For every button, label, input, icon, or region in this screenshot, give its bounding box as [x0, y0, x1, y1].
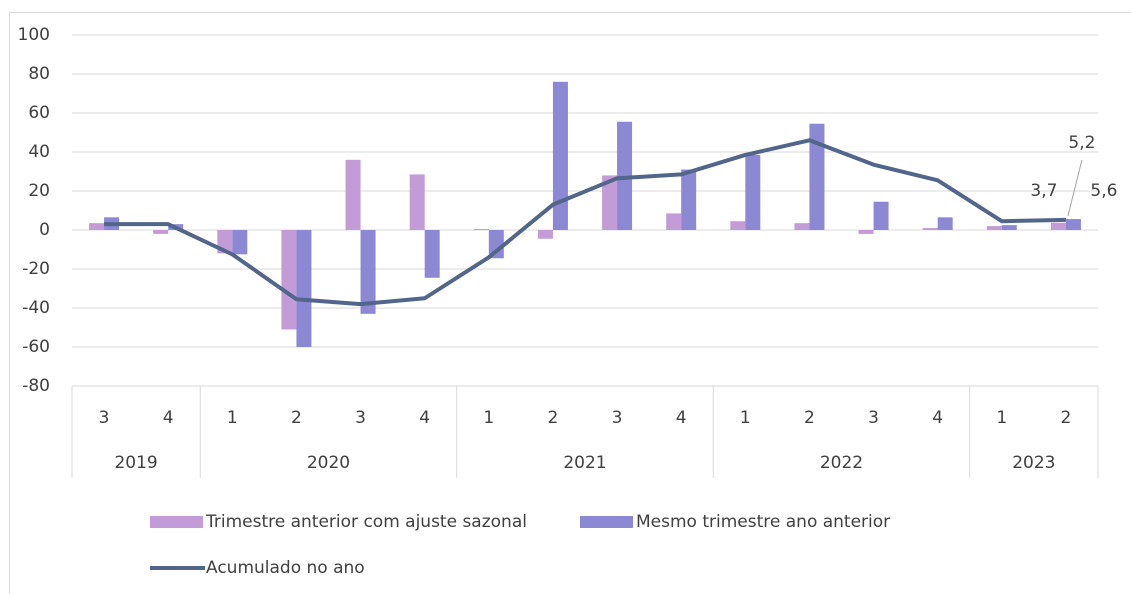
bar: [873, 201, 889, 230]
x-tick-label: 3: [355, 408, 366, 428]
x-tick-label: 1: [227, 408, 238, 428]
bar: [922, 228, 938, 230]
y-tick-label: 60: [28, 103, 50, 123]
bar: [937, 217, 953, 230]
bar: [1001, 225, 1017, 230]
chart-border: [9, 12, 1131, 594]
bar: [153, 230, 169, 234]
value-label: 3,7: [1030, 181, 1057, 201]
bar: [345, 159, 361, 230]
group-label: 2020: [307, 453, 350, 473]
bar: [409, 174, 425, 230]
x-tick-label: 3: [868, 408, 879, 428]
group-label: 2019: [114, 453, 157, 473]
x-tick-label: 3: [99, 408, 110, 428]
legend-swatch: [580, 516, 633, 528]
x-tick-label: 4: [419, 408, 430, 428]
bar: [681, 169, 697, 230]
x-tick-label: 4: [163, 408, 174, 428]
y-tick-label: -40: [22, 298, 50, 318]
bar: [1065, 219, 1081, 230]
x-tick-label: 2: [1061, 408, 1072, 428]
y-tick-label: 80: [28, 64, 50, 84]
bar: [552, 81, 568, 230]
bar: [296, 230, 312, 347]
x-tick-label: 2: [291, 408, 302, 428]
legend-swatch: [150, 516, 203, 528]
group-label: 2022: [820, 453, 863, 473]
x-tick-label: 3: [612, 408, 623, 428]
y-tick-label: 0: [39, 220, 50, 240]
group-label: 2023: [1012, 453, 1055, 473]
y-tick-label: 40: [28, 142, 50, 162]
x-tick-label: 4: [676, 408, 687, 428]
bar: [730, 221, 746, 230]
bar: [232, 230, 248, 255]
bar: [473, 229, 489, 230]
y-tick-label: -80: [22, 376, 50, 396]
legend-label: Trimestre anterior com ajuste sazonal: [205, 512, 527, 532]
x-tick-label: 1: [996, 408, 1007, 428]
bar: [360, 230, 376, 314]
bar: [424, 230, 440, 278]
group-label: 2021: [563, 453, 606, 473]
leader-line: [1067, 159, 1083, 216]
x-tick-label: 1: [740, 408, 751, 428]
bar: [1050, 222, 1066, 230]
bar: [794, 223, 810, 230]
value-label: 5,2: [1068, 133, 1095, 153]
y-tick-label: -60: [22, 337, 50, 357]
bar: [537, 230, 553, 239]
bar: [745, 154, 761, 230]
bar: [281, 230, 297, 330]
value-label: 5,6: [1090, 181, 1117, 201]
y-tick-label: 100: [18, 25, 50, 45]
bar: [602, 175, 618, 230]
x-tick-label: 4: [932, 408, 943, 428]
legend-label: Acumulado no ano: [206, 558, 365, 578]
x-tick-label: 2: [804, 408, 815, 428]
line: [104, 138, 1066, 307]
bar: [666, 213, 682, 230]
legend-label: Mesmo trimestre ano anterior: [636, 512, 890, 532]
bar: [986, 226, 1002, 230]
x-tick-label: 2: [548, 408, 559, 428]
y-tick-label: -20: [22, 259, 50, 279]
bar: [488, 230, 504, 259]
x-tick-label: 1: [483, 408, 494, 428]
y-tick-label: 20: [28, 181, 50, 201]
bar: [858, 230, 874, 234]
bar: [809, 123, 825, 230]
bar: [89, 223, 105, 230]
